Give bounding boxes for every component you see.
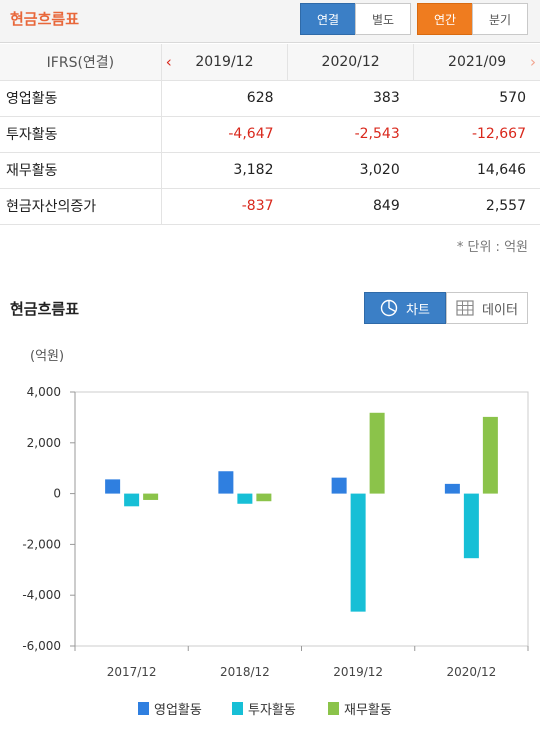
y-tick-label: -6,000 [22, 639, 61, 653]
legend-swatch [232, 702, 243, 715]
bar [237, 493, 253, 504]
annual-toggle[interactable]: 연간 [417, 3, 473, 35]
top-header: 현금흐름표 연결 별도 연간 분기 [0, 0, 540, 43]
bar [331, 477, 347, 494]
chevron-right-icon[interactable]: › [530, 53, 536, 71]
table-cell: -2,543 [287, 116, 414, 153]
bar [444, 483, 460, 494]
row-label: 재무활동 [0, 152, 162, 189]
quarter-toggle[interactable]: 분기 [472, 3, 528, 35]
data-view-button[interactable]: 데이터 [446, 292, 528, 324]
table-row: 현금자산의증가 -837 849 2,557 [0, 188, 540, 225]
bar [218, 471, 234, 494]
table-cell: -12,667 [413, 116, 540, 153]
x-tick-label: 2018/12 [220, 665, 270, 679]
period-header: ‹ 2019/12 [161, 44, 289, 81]
y-tick-label: 4,000 [27, 385, 61, 399]
chart-view-button[interactable]: 차트 [364, 292, 446, 324]
bar [463, 493, 479, 559]
table-header-label: IFRS(연결) [0, 44, 162, 81]
x-tick-label: 2020/12 [446, 665, 496, 679]
chevron-left-icon[interactable]: ‹ [165, 53, 172, 71]
chart-button-label: 차트 [406, 302, 430, 318]
bar [256, 493, 272, 502]
bar [369, 412, 385, 494]
x-tick-label: 2019/12 [333, 665, 383, 679]
pie-chart-icon [380, 299, 398, 317]
period-header: 2020/12 [287, 44, 415, 81]
legend: 영업활동 투자활동 재무활동 [138, 702, 392, 718]
table-cell: 849 [287, 188, 414, 225]
bar [105, 479, 121, 494]
section-title: 현금흐름표 [10, 300, 80, 318]
table-icon [456, 300, 474, 316]
y-tick-label: 2,000 [27, 436, 61, 450]
consolidated-toggle[interactable]: 연결 [300, 3, 356, 35]
legend-label: 영업활동 [154, 703, 202, 718]
unit-note: * 단위 : 억원 [456, 240, 528, 255]
row-label: 영업활동 [0, 80, 162, 117]
bar [350, 493, 366, 612]
plot-border [74, 391, 529, 647]
separate-toggle[interactable]: 별도 [355, 3, 411, 35]
table-row: 투자활동 -4,647 -2,543 -12,667 [0, 116, 540, 153]
page-title: 현금흐름표 [10, 10, 80, 28]
chart-unit-label: (억원) [30, 349, 65, 364]
legend-swatch [328, 702, 339, 715]
table-row: 재무활동 3,182 3,020 14,646 [0, 152, 540, 189]
y-tick-label: -2,000 [22, 537, 61, 551]
table-cell: 570 [413, 80, 540, 117]
plot-frame [74, 391, 529, 647]
y-tick-label: -4,000 [22, 588, 61, 602]
data-button-label: 데이터 [482, 302, 518, 318]
row-label: 현금자산의증가 [0, 188, 162, 225]
bar [124, 493, 140, 507]
table-cell: 383 [287, 80, 414, 117]
bar [482, 416, 498, 494]
table-cell: -837 [161, 188, 288, 225]
bar [143, 493, 159, 500]
row-label: 투자활동 [0, 116, 162, 153]
table-cell: 14,646 [413, 152, 540, 189]
bars [105, 412, 498, 612]
table-cell: -4,647 [161, 116, 288, 153]
x-axis: 2017/12 2018/12 2019/12 2020/12 [74, 646, 529, 679]
table-row: 영업활동 628 383 570 [0, 80, 540, 117]
cashflow-table: IFRS(연결) ‹ 2019/12 2020/12 2021/09 › 영업활… [0, 44, 540, 225]
period-header: 2021/09 › [413, 44, 540, 81]
legend-label: 투자활동 [248, 703, 296, 718]
legend-label: 재무활동 [344, 703, 392, 718]
table-cell: 3,020 [287, 152, 414, 189]
x-tick-label: 2017/12 [107, 665, 157, 679]
table-header-row: IFRS(연결) ‹ 2019/12 2020/12 2021/09 › [0, 44, 540, 81]
table-cell: 628 [161, 80, 288, 117]
legend-swatch [138, 702, 149, 715]
period-label: 2021/09 [448, 53, 507, 70]
table-cell: 2,557 [413, 188, 540, 225]
period-label: 2019/12 [195, 53, 254, 70]
y-tick-label: 0 [53, 487, 61, 501]
y-axis: 4,000 2,000 0 -2,000 -4,000 -6,000 [22, 385, 75, 653]
period-label: 2020/12 [321, 53, 380, 70]
table-cell: 3,182 [161, 152, 288, 189]
